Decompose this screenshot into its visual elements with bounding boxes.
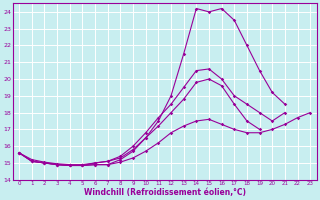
X-axis label: Windchill (Refroidissement éolien,°C): Windchill (Refroidissement éolien,°C) — [84, 188, 246, 197]
